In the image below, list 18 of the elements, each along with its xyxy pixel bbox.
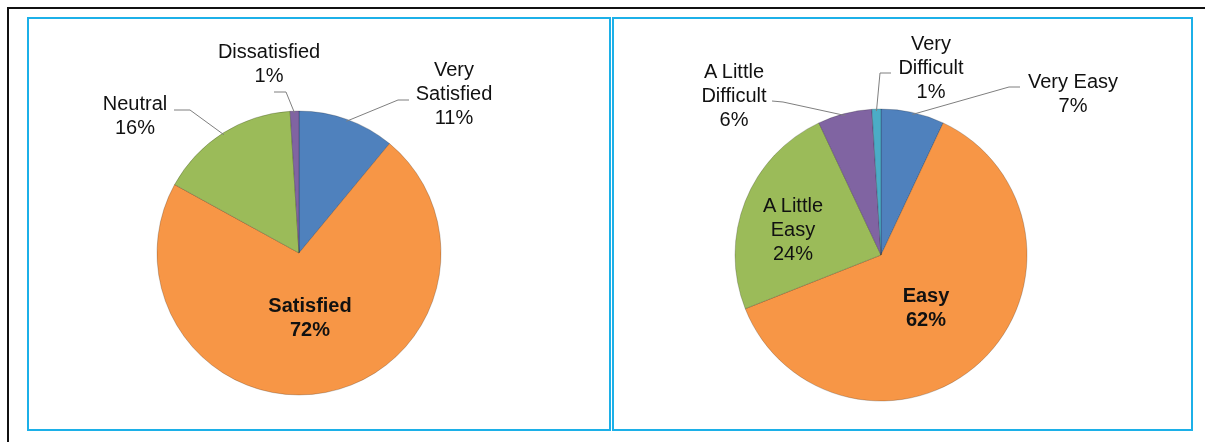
data-label: 6% xyxy=(719,108,749,130)
data-label: 7% xyxy=(1058,94,1088,116)
data-label: 72% xyxy=(289,318,331,340)
slice-label: Very Satisfied xyxy=(415,58,493,104)
data-label: 62% xyxy=(905,308,947,330)
data-label: 11% xyxy=(434,106,474,128)
slice-label: Easy xyxy=(902,284,951,306)
slice-label: A Little Difficult xyxy=(701,60,768,106)
slice-label: Neutral xyxy=(102,92,168,114)
data-label: 24% xyxy=(772,242,814,264)
slice-label: Very Difficult xyxy=(898,32,965,78)
slice-label: A Little Easy xyxy=(762,194,824,240)
data-label: 16% xyxy=(114,116,156,138)
slice-label: Very Easy xyxy=(1027,70,1119,92)
slice-label: Satisfied xyxy=(268,294,352,316)
data-label: 1% xyxy=(916,80,946,102)
data-label: 1% xyxy=(254,64,284,86)
slice-label: Dissatisfied xyxy=(217,40,321,62)
